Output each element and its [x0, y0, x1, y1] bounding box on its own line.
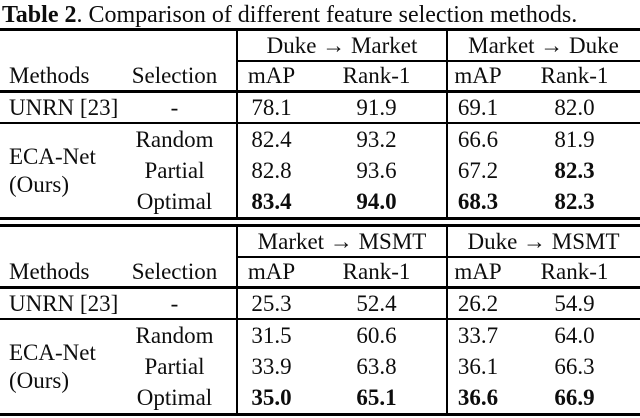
metric-value: 65.1: [356, 385, 397, 410]
table-caption: Table 2. Comparison of different feature…: [0, 2, 640, 28]
method-cell-ours: ECA-Net (Ours): [0, 320, 230, 413]
column-header-rank1: Rank-1: [342, 63, 411, 88]
group-header-row: Duke → Market Market → Duke: [0, 31, 640, 60]
vertical-rule: [236, 31, 238, 217]
metric-value: 67.2: [457, 158, 499, 183]
metric-value: 82.8: [251, 158, 292, 183]
group-header: Duke → Market: [266, 33, 418, 58]
selection-cell: Partial: [144, 354, 205, 379]
metric-value: 26.2: [457, 291, 499, 316]
column-header-row: Methods Selection mAP Rank-1 mAP Rank-1: [0, 62, 640, 90]
metric-value: 36.6: [457, 385, 499, 410]
vertical-rule: [446, 227, 448, 413]
metric-value: 63.8: [356, 354, 397, 379]
divider: [0, 60, 640, 62]
column-header-selection: Selection: [131, 259, 218, 284]
table-row: Optimal 35.0 65.1 36.6 66.9: [0, 382, 640, 413]
group-header: Market → Duke: [468, 33, 619, 58]
metric-value: 54.9: [554, 291, 595, 316]
metric-value: 31.5: [251, 323, 292, 348]
table-row-baseline: UNRN [23] - 78.1 91.9 69.1 82.0: [0, 93, 640, 122]
column-header-map: mAP: [247, 259, 296, 284]
results-table-1: Duke → Market Market → Duke Methods Sele…: [0, 28, 640, 220]
table-caption-text: . Comparison of different feature select…: [76, 2, 578, 28]
metric-value: 66.6: [457, 127, 499, 152]
heavy-rule: [0, 286, 640, 289]
spacer: [0, 31, 237, 60]
method-name: ECA-Net: [9, 143, 96, 169]
column-header-selection: Selection: [131, 63, 218, 88]
selection-cell: Optimal: [136, 385, 213, 410]
vertical-rule: [446, 31, 448, 217]
column-header-methods: Methods: [9, 63, 90, 88]
metric-value: 33.9: [251, 354, 292, 379]
metric-value: 94.0: [356, 189, 397, 214]
column-header-rank1: Rank-1: [540, 259, 609, 284]
group-header: Market → MSMT: [257, 229, 427, 254]
column-header-map: mAP: [454, 63, 502, 88]
method-cell-ours: ECA-Net (Ours): [0, 124, 230, 217]
metric-value: 91.9: [356, 95, 397, 120]
method-name-suffix: (Ours): [9, 171, 70, 197]
table-row: Random 82.4 93.2 66.6 81.9: [0, 124, 640, 155]
metric-value: 52.4: [356, 291, 397, 316]
selection-cell: Random: [135, 127, 214, 152]
metric-value: 33.7: [457, 323, 499, 348]
table-row: Partial 82.8 93.6 67.2 82.3: [0, 155, 640, 186]
selection-cell: -: [170, 95, 179, 120]
metric-value: 93.6: [356, 158, 397, 183]
column-header-map: mAP: [454, 259, 502, 284]
selection-cell: -: [170, 291, 179, 316]
selection-cell: Partial: [144, 158, 205, 183]
light-rule: [0, 122, 640, 124]
metric-value: 66.3: [554, 354, 595, 379]
group-header-row: Market → MSMT Duke → MSMT: [0, 227, 640, 256]
metric-value: 82.0: [554, 95, 595, 120]
selection-cell: Optimal: [136, 189, 213, 214]
metric-value: 93.2: [356, 127, 397, 152]
partial-rule: [236, 256, 640, 258]
table-row: Partial 33.9 63.8 36.1 66.3: [0, 351, 640, 382]
metric-value: 35.0: [251, 385, 292, 410]
column-header-rank1: Rank-1: [342, 259, 411, 284]
vertical-rule: [236, 227, 238, 413]
column-header-methods: Methods: [9, 259, 90, 284]
metric-value: 83.4: [251, 189, 292, 214]
column-header-rank1: Rank-1: [540, 63, 609, 88]
metric-value: 82.3: [554, 158, 595, 183]
table-row-baseline: UNRN [23] - 25.3 52.4 26.2 54.9: [0, 289, 640, 318]
results-table-2: Market → MSMT Duke → MSMT Methods Select…: [0, 224, 640, 416]
table-caption-label: Table 2: [2, 2, 77, 28]
metric-value: 81.9: [554, 127, 595, 152]
metric-value: 60.6: [356, 323, 397, 348]
metric-value: 25.3: [251, 291, 292, 316]
metric-value: 36.1: [457, 354, 499, 379]
divider: [0, 256, 640, 258]
group-header: Duke → MSMT: [467, 229, 620, 254]
metric-value: 66.9: [554, 385, 595, 410]
metric-value: 68.3: [457, 189, 499, 214]
table-row: Optimal 83.4 94.0 68.3 82.3: [0, 186, 640, 217]
partial-rule: [236, 60, 640, 62]
light-rule: [0, 318, 640, 320]
spacer: [0, 227, 237, 256]
method-cell: UNRN [23]: [9, 95, 119, 120]
metric-value: 69.1: [457, 95, 499, 120]
method-name-suffix: (Ours): [9, 367, 70, 393]
column-header-map: mAP: [247, 63, 296, 88]
method-name: ECA-Net: [9, 339, 96, 365]
selection-cell: Random: [135, 323, 214, 348]
metric-value: 78.1: [251, 95, 292, 120]
table-row: Random 31.5 60.6 33.7 64.0: [0, 320, 640, 351]
heavy-rule: [0, 90, 640, 93]
metric-value: 82.3: [554, 189, 595, 214]
column-header-row: Methods Selection mAP Rank-1 mAP Rank-1: [0, 258, 640, 286]
metric-value: 82.4: [251, 127, 292, 152]
metric-value: 64.0: [554, 323, 595, 348]
method-cell: UNRN [23]: [9, 291, 119, 316]
